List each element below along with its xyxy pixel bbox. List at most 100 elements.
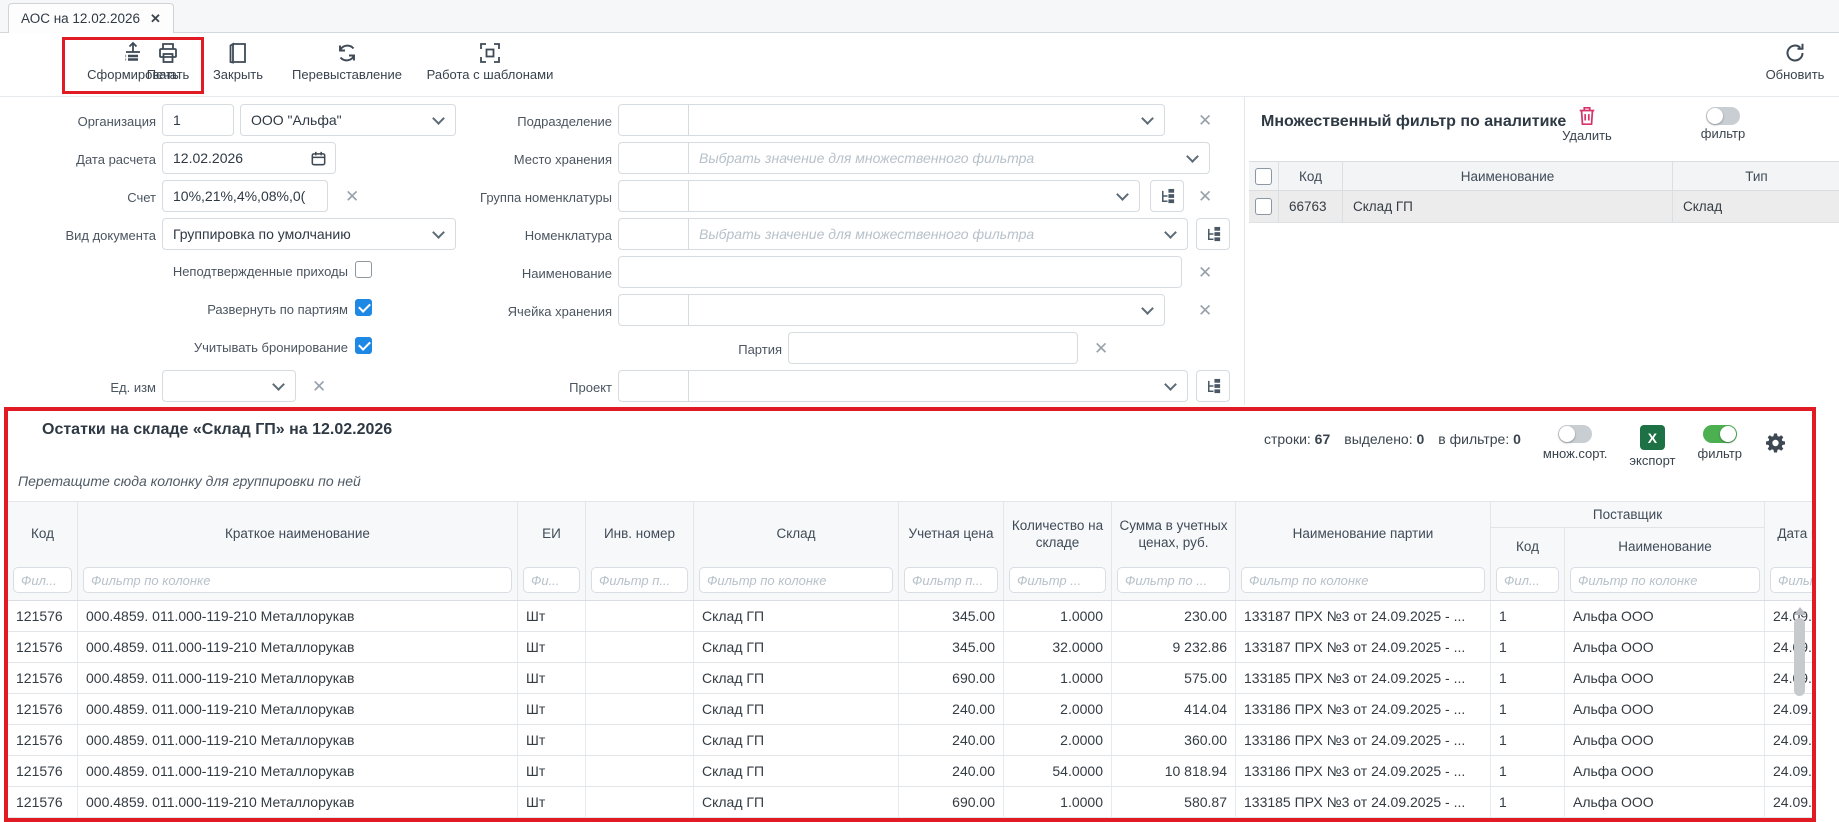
calc-date-field[interactable]: 12.02.2026: [162, 142, 336, 174]
supplier-column-group: Поставщик Код Наименование: [1491, 502, 1765, 600]
tab-aos[interactable]: АОС на 12.02.2026 ✕: [8, 3, 174, 33]
vertical-scrollbar[interactable]: [1794, 607, 1806, 815]
table-row[interactable]: 66763 Склад ГП Склад: [1249, 191, 1839, 223]
column-инв-номер[interactable]: Инв. номер: [586, 502, 694, 600]
table-row[interactable]: 121576 000.4859. 011.000-119-210 Металлор…: [8, 787, 1812, 818]
department-clear-icon[interactable]: ✕: [1198, 111, 1213, 130]
stock-filter-toggle[interactable]: [1702, 425, 1737, 443]
table-row[interactable]: 121576 000.4859. 011.000-119-210 Металлор…: [8, 601, 1812, 632]
table-row[interactable]: 121576 000.4859. 011.000-119-210 Металлор…: [8, 694, 1812, 725]
reissue-button[interactable]: Перевыставление: [285, 39, 409, 82]
unit-select[interactable]: [162, 370, 296, 402]
toolbar: Сформировать Печать Закрыть Перевыставле…: [0, 33, 1839, 97]
column-filter-input[interactable]: [1496, 567, 1559, 593]
column-filter-input[interactable]: [591, 567, 688, 593]
gear-icon[interactable]: [1764, 431, 1788, 455]
delete-button[interactable]: Удалить: [1555, 105, 1619, 143]
stock-filter-toggle-group[interactable]: фильтр: [1698, 425, 1742, 461]
unit-clear-icon[interactable]: ✕: [312, 377, 327, 396]
table-cell: 1.0000: [1004, 663, 1112, 693]
project-code-box[interactable]: [619, 371, 689, 401]
batch-clear-icon[interactable]: ✕: [1094, 339, 1109, 358]
select-all-checkbox[interactable]: [1255, 167, 1272, 185]
expand-batches-checkbox[interactable]: [355, 299, 372, 316]
column-код[interactable]: Код: [8, 502, 78, 600]
column-filter-input[interactable]: [904, 567, 998, 593]
column-filter-input[interactable]: [1117, 567, 1230, 593]
generate-button[interactable]: Сформировать: [73, 39, 193, 82]
print-button[interactable]: Печать: [138, 39, 198, 82]
cell-clear-icon[interactable]: ✕: [1198, 301, 1213, 320]
column-filter-input[interactable]: [1770, 567, 1812, 593]
cell-select[interactable]: [618, 294, 1165, 326]
analytics-filter-toggle[interactable]: [1706, 107, 1740, 125]
cell-code-box[interactable]: [619, 295, 689, 325]
nomenclature-tree-button[interactable]: [1196, 218, 1230, 250]
column-header[interactable]: Наименование: [1343, 162, 1673, 190]
column-количество-на-складе[interactable]: Количество на складе: [1004, 502, 1112, 600]
column-filter-input[interactable]: [13, 567, 72, 593]
close-button[interactable]: Закрыть: [205, 39, 271, 82]
org-code-field[interactable]: 1: [162, 104, 234, 136]
storage-code-box[interactable]: [619, 143, 689, 173]
department-select[interactable]: [618, 104, 1165, 136]
multisort-toggle-group[interactable]: множ.сорт.: [1543, 425, 1607, 461]
nomgroup-tree-button[interactable]: [1150, 180, 1184, 212]
nomgroup-select[interactable]: [618, 180, 1140, 212]
name-clear-icon[interactable]: ✕: [1198, 263, 1213, 282]
column-filter-input[interactable]: [699, 567, 893, 593]
column-наименование-партии[interactable]: Наименование партии: [1236, 502, 1491, 600]
nomgroup-code-box[interactable]: [619, 181, 689, 211]
department-code-box[interactable]: [619, 105, 689, 135]
column-дата-поставки[interactable]: Дата поставки: [1765, 502, 1812, 600]
column-поставщик-код[interactable]: Код: [1491, 528, 1565, 600]
doctype-select[interactable]: Группировка по умолчанию: [162, 218, 456, 250]
column-учетная-цена[interactable]: Учетная цена: [899, 502, 1004, 600]
batch-field[interactable]: [788, 332, 1078, 364]
column-filter-input[interactable]: [1241, 567, 1485, 593]
table-row[interactable]: 121576 000.4859. 011.000-119-210 Металлор…: [8, 725, 1812, 756]
account-clear-icon[interactable]: ✕: [345, 187, 360, 206]
column-сумма[interactable]: Сумма в учетных ценах, руб.: [1112, 502, 1236, 600]
column-filter-input[interactable]: [523, 567, 580, 593]
name-field[interactable]: [618, 256, 1182, 288]
export-button[interactable]: X экспорт: [1629, 425, 1676, 468]
account-field[interactable]: 10%,21%,4%,08%,0(: [162, 180, 328, 212]
table-row[interactable]: 121576 000.4859. 011.000-119-210 Металлор…: [8, 632, 1812, 663]
scroll-up-arrow[interactable]: [1794, 607, 1806, 615]
nomenclature-code-box[interactable]: [619, 219, 689, 249]
row-checkbox[interactable]: [1255, 198, 1272, 215]
templates-button[interactable]: Работа с шаблонами: [420, 39, 560, 82]
column-поставщик-наименование[interactable]: Наименование: [1565, 528, 1765, 600]
column-filter-input[interactable]: [1009, 567, 1106, 593]
column-header[interactable]: Тип: [1745, 168, 1768, 184]
project-select[interactable]: [618, 370, 1188, 402]
table-cell: 000.4859. 011.000-119-210 Металлорукав: [78, 663, 518, 693]
name-input[interactable]: [619, 257, 1181, 287]
column-header[interactable]: Код: [1279, 162, 1343, 190]
column-еи[interactable]: ЕИ: [518, 502, 586, 600]
column-краткое-наименование[interactable]: Краткое наименование: [78, 502, 518, 600]
multisort-toggle[interactable]: [1558, 425, 1593, 443]
calendar-icon[interactable]: [310, 150, 327, 167]
batch-input[interactable]: [789, 333, 1077, 363]
reserve-checkbox[interactable]: [355, 337, 372, 354]
column-склад[interactable]: Склад: [694, 502, 899, 600]
nomenclature-multiselect[interactable]: Выбрать значение для множественного филь…: [618, 218, 1188, 250]
column-filter-input[interactable]: [1570, 567, 1760, 593]
supplier-group-label: Поставщик: [1491, 502, 1764, 528]
storage-multiselect[interactable]: Выбрать значение для множественного филь…: [618, 142, 1210, 174]
table-row[interactable]: 121576 000.4859. 011.000-119-210 Металлор…: [8, 663, 1812, 694]
column-filter-input[interactable]: [83, 567, 512, 593]
project-tree-button[interactable]: [1196, 370, 1230, 402]
table-cell: Шт: [518, 787, 586, 817]
nomgroup-clear-icon[interactable]: ✕: [1198, 187, 1213, 206]
unconfirmed-checkbox[interactable]: [355, 261, 372, 278]
analytics-filter-toggle-group[interactable]: фильтр: [1693, 107, 1753, 141]
tab-close-icon[interactable]: ✕: [150, 10, 161, 26]
table-row[interactable]: 121576 000.4859. 011.000-119-210 Металлор…: [8, 756, 1812, 787]
scrollbar-thumb[interactable]: [1794, 618, 1805, 696]
refresh-button[interactable]: Обновить: [1755, 39, 1835, 82]
groupby-hint[interactable]: Перетащите сюда колонку для группировки …: [18, 473, 361, 489]
org-select[interactable]: ООО "Альфа": [240, 104, 456, 136]
